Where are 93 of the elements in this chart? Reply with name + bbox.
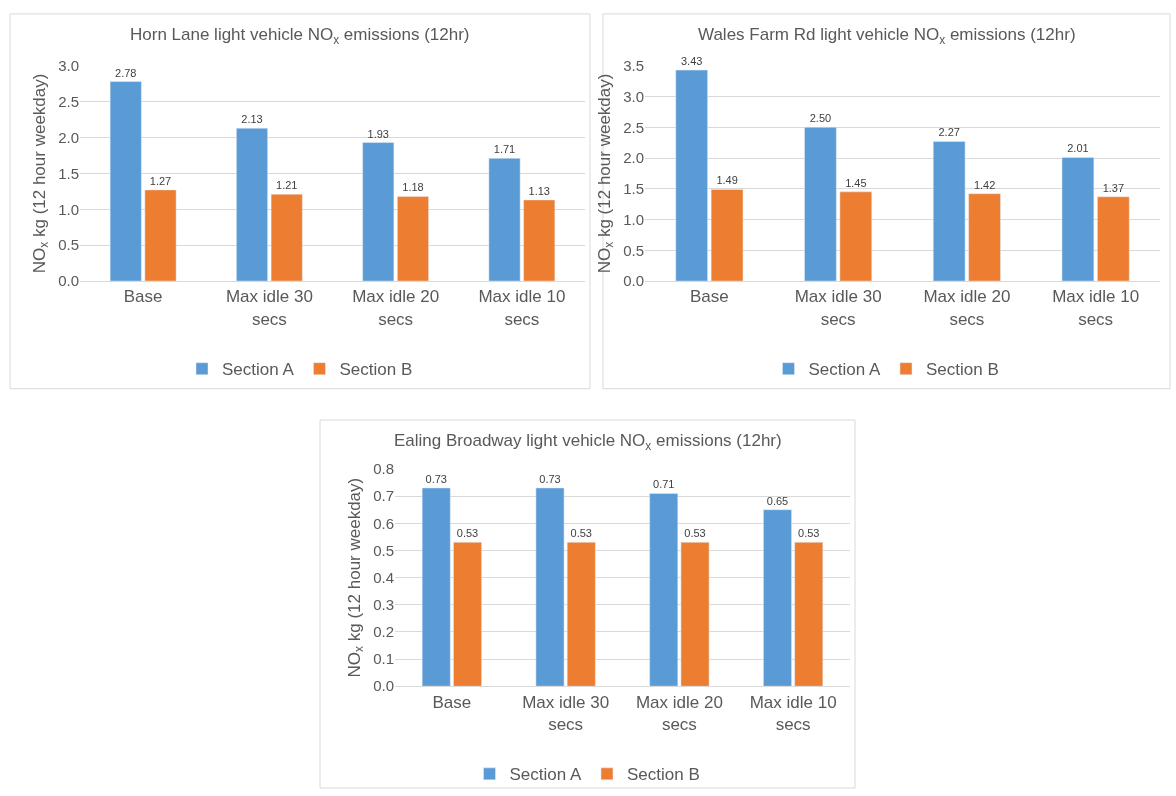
data-label: 0.53	[570, 527, 592, 540]
x-tick-label: Max idle 30 secs	[794, 287, 882, 329]
bar	[710, 189, 744, 282]
bar	[535, 487, 565, 687]
data-label: 1.21	[276, 179, 298, 192]
y-tick-label: 1.5	[623, 180, 644, 198]
y-tick-label: 0.5	[623, 241, 644, 259]
legend-label: Section B	[925, 360, 999, 380]
bar	[397, 196, 429, 282]
bar	[453, 542, 482, 687]
y-tick-label: 3.5	[623, 57, 644, 75]
bar	[1097, 196, 1130, 282]
y-tick-label: 1.5	[58, 164, 79, 182]
y-tick-label: 0.8	[373, 460, 394, 478]
x-tick-label: Max idle 10 secs	[478, 287, 566, 329]
data-label: 1.37	[1102, 181, 1125, 194]
data-label: 0.53	[456, 527, 479, 540]
legend-label: Section A	[808, 360, 881, 380]
bar	[109, 81, 142, 282]
data-label: 0.53	[684, 527, 706, 540]
y-tick-label: 0.5	[373, 541, 394, 559]
x-tick-label: Max idle 30 secs	[225, 287, 313, 329]
bar	[270, 193, 303, 282]
x-tick-label: Base	[690, 287, 729, 307]
y-tick-label: 2.5	[623, 118, 644, 136]
bar	[932, 141, 966, 282]
data-label: 1.18	[402, 181, 424, 194]
y-tick-label: 0.0	[623, 272, 644, 290]
data-label: 0.73	[425, 472, 447, 485]
data-label: 2.50	[809, 112, 832, 125]
x-tick-label: Max idle 20 secs	[352, 287, 440, 329]
bar	[968, 193, 1001, 282]
bar	[804, 127, 837, 282]
bar	[794, 542, 824, 687]
bar	[1061, 157, 1095, 282]
y-tick-label: 1.0	[58, 200, 79, 218]
chart-title: Ealing Broadway light vehicle NO$_{x}$ emissions (12hr)	[394, 431, 782, 453]
data-label: 1.27	[149, 174, 172, 187]
x-tick-label: Max idle 10 secs	[749, 692, 837, 734]
bar	[566, 542, 596, 687]
bar	[839, 191, 873, 282]
y-tick-label: 0.6	[373, 514, 394, 532]
legend-label: Section B	[626, 765, 700, 785]
legend-label: Section B	[339, 360, 413, 380]
x-tick-label: Base	[432, 692, 472, 712]
data-label: 3.43	[680, 55, 703, 68]
y-tick-label: 1.0	[623, 210, 644, 228]
legend-label: Section A	[222, 360, 295, 380]
y-tick-label: 0.2	[373, 623, 394, 641]
y-tick-label: 3.0	[58, 57, 79, 75]
data-label: 2.01	[1067, 142, 1089, 155]
y-tick-label: 0.1	[373, 650, 394, 668]
x-tick-label: Max idle 20 secs	[923, 287, 1011, 329]
bar	[763, 509, 792, 687]
bar	[680, 542, 710, 687]
data-label: 0.71	[653, 478, 675, 491]
y-tick-label: 0.0	[373, 677, 394, 695]
chart-title: Horn Lane light vehicle NO$_{x}$ emissions (12hr)	[130, 25, 470, 47]
data-label: 0.73	[539, 472, 561, 485]
bar	[523, 199, 556, 282]
y-tick-label: 0.3	[373, 596, 394, 613]
bar	[362, 142, 395, 282]
y-tick-label: 2.5	[58, 92, 79, 110]
data-label: 1.49	[716, 174, 738, 187]
bar	[649, 493, 679, 687]
x-tick-label: Base	[123, 287, 163, 307]
data-label: 1.45	[845, 176, 867, 189]
y-tick-label: 3.0	[623, 87, 644, 105]
legend-label: Section A	[509, 765, 582, 785]
data-label: 2.13	[241, 113, 263, 126]
chart-title: Wales Farm Rd light vehicle NO$_{x}$ emissions (12hr)	[698, 25, 1076, 47]
x-tick-label: Max idle 20 secs	[635, 692, 723, 734]
bar	[488, 158, 521, 282]
bar	[236, 127, 268, 282]
bar	[144, 189, 177, 282]
bar	[421, 487, 451, 687]
bar	[675, 69, 708, 282]
y-tick-label: 0.0	[58, 272, 79, 290]
data-label: 1.42	[973, 178, 996, 191]
x-tick-label: Max idle 10 secs	[1052, 287, 1140, 329]
y-tick-label: 0.4	[373, 568, 394, 586]
y-tick-label: 2.0	[58, 128, 79, 146]
y-tick-label: 2.0	[623, 149, 644, 167]
data-label: 1.93	[367, 127, 389, 140]
data-label: 0.53	[798, 527, 820, 540]
data-label: 1.71	[493, 143, 516, 156]
y-tick-label: 0.7	[373, 487, 394, 505]
x-tick-label: Max idle 30 secs	[522, 692, 610, 734]
y-tick-label: 0.5	[58, 236, 79, 254]
data-label: 1.13	[528, 184, 550, 197]
data-label: 2.27	[938, 126, 960, 139]
data-label: 2.78	[115, 66, 137, 79]
data-label: 0.65	[766, 494, 789, 507]
